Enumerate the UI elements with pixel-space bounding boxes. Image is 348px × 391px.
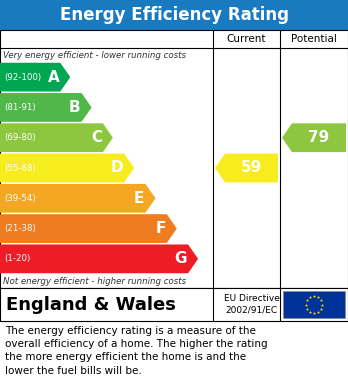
Text: B: B [69,100,81,115]
Bar [0,30,348,288]
Text: G: G [175,251,187,266]
Polygon shape [0,93,92,122]
Text: Energy Efficiency Rating: Energy Efficiency Rating [60,6,288,24]
Text: (21-38): (21-38) [4,224,36,233]
Text: (69-80): (69-80) [4,133,35,142]
Polygon shape [0,123,113,152]
Text: The energy efficiency rating is a measure of the
overall efficiency of a home. T: The energy efficiency rating is a measur… [5,326,268,376]
Text: (92-100): (92-100) [4,73,41,82]
Polygon shape [0,244,198,273]
Text: (1-20): (1-20) [4,255,30,264]
Text: E: E [134,191,144,206]
Text: D: D [111,160,123,176]
Bar [283,291,345,318]
Polygon shape [0,184,156,213]
Text: 59: 59 [241,160,262,176]
Text: Current: Current [227,34,266,44]
Text: (39-54): (39-54) [4,194,35,203]
Polygon shape [282,123,346,152]
Text: 79: 79 [308,130,330,145]
Bar [0,0,348,30]
Polygon shape [0,154,134,182]
Polygon shape [215,154,278,182]
Text: Not energy efficient - higher running costs: Not energy efficient - higher running co… [3,276,186,285]
Text: England & Wales: England & Wales [6,296,176,314]
Text: Very energy efficient - lower running costs: Very energy efficient - lower running co… [3,50,186,59]
Text: Potential: Potential [291,34,337,44]
Text: A: A [48,70,59,84]
Polygon shape [0,214,177,243]
Text: (81-91): (81-91) [4,103,35,112]
Text: F: F [156,221,166,236]
Bar [0,288,348,321]
Text: C: C [91,130,102,145]
Polygon shape [0,63,70,91]
Text: (55-68): (55-68) [4,163,36,172]
Text: EU Directive
2002/91/EC: EU Directive 2002/91/EC [223,294,279,314]
